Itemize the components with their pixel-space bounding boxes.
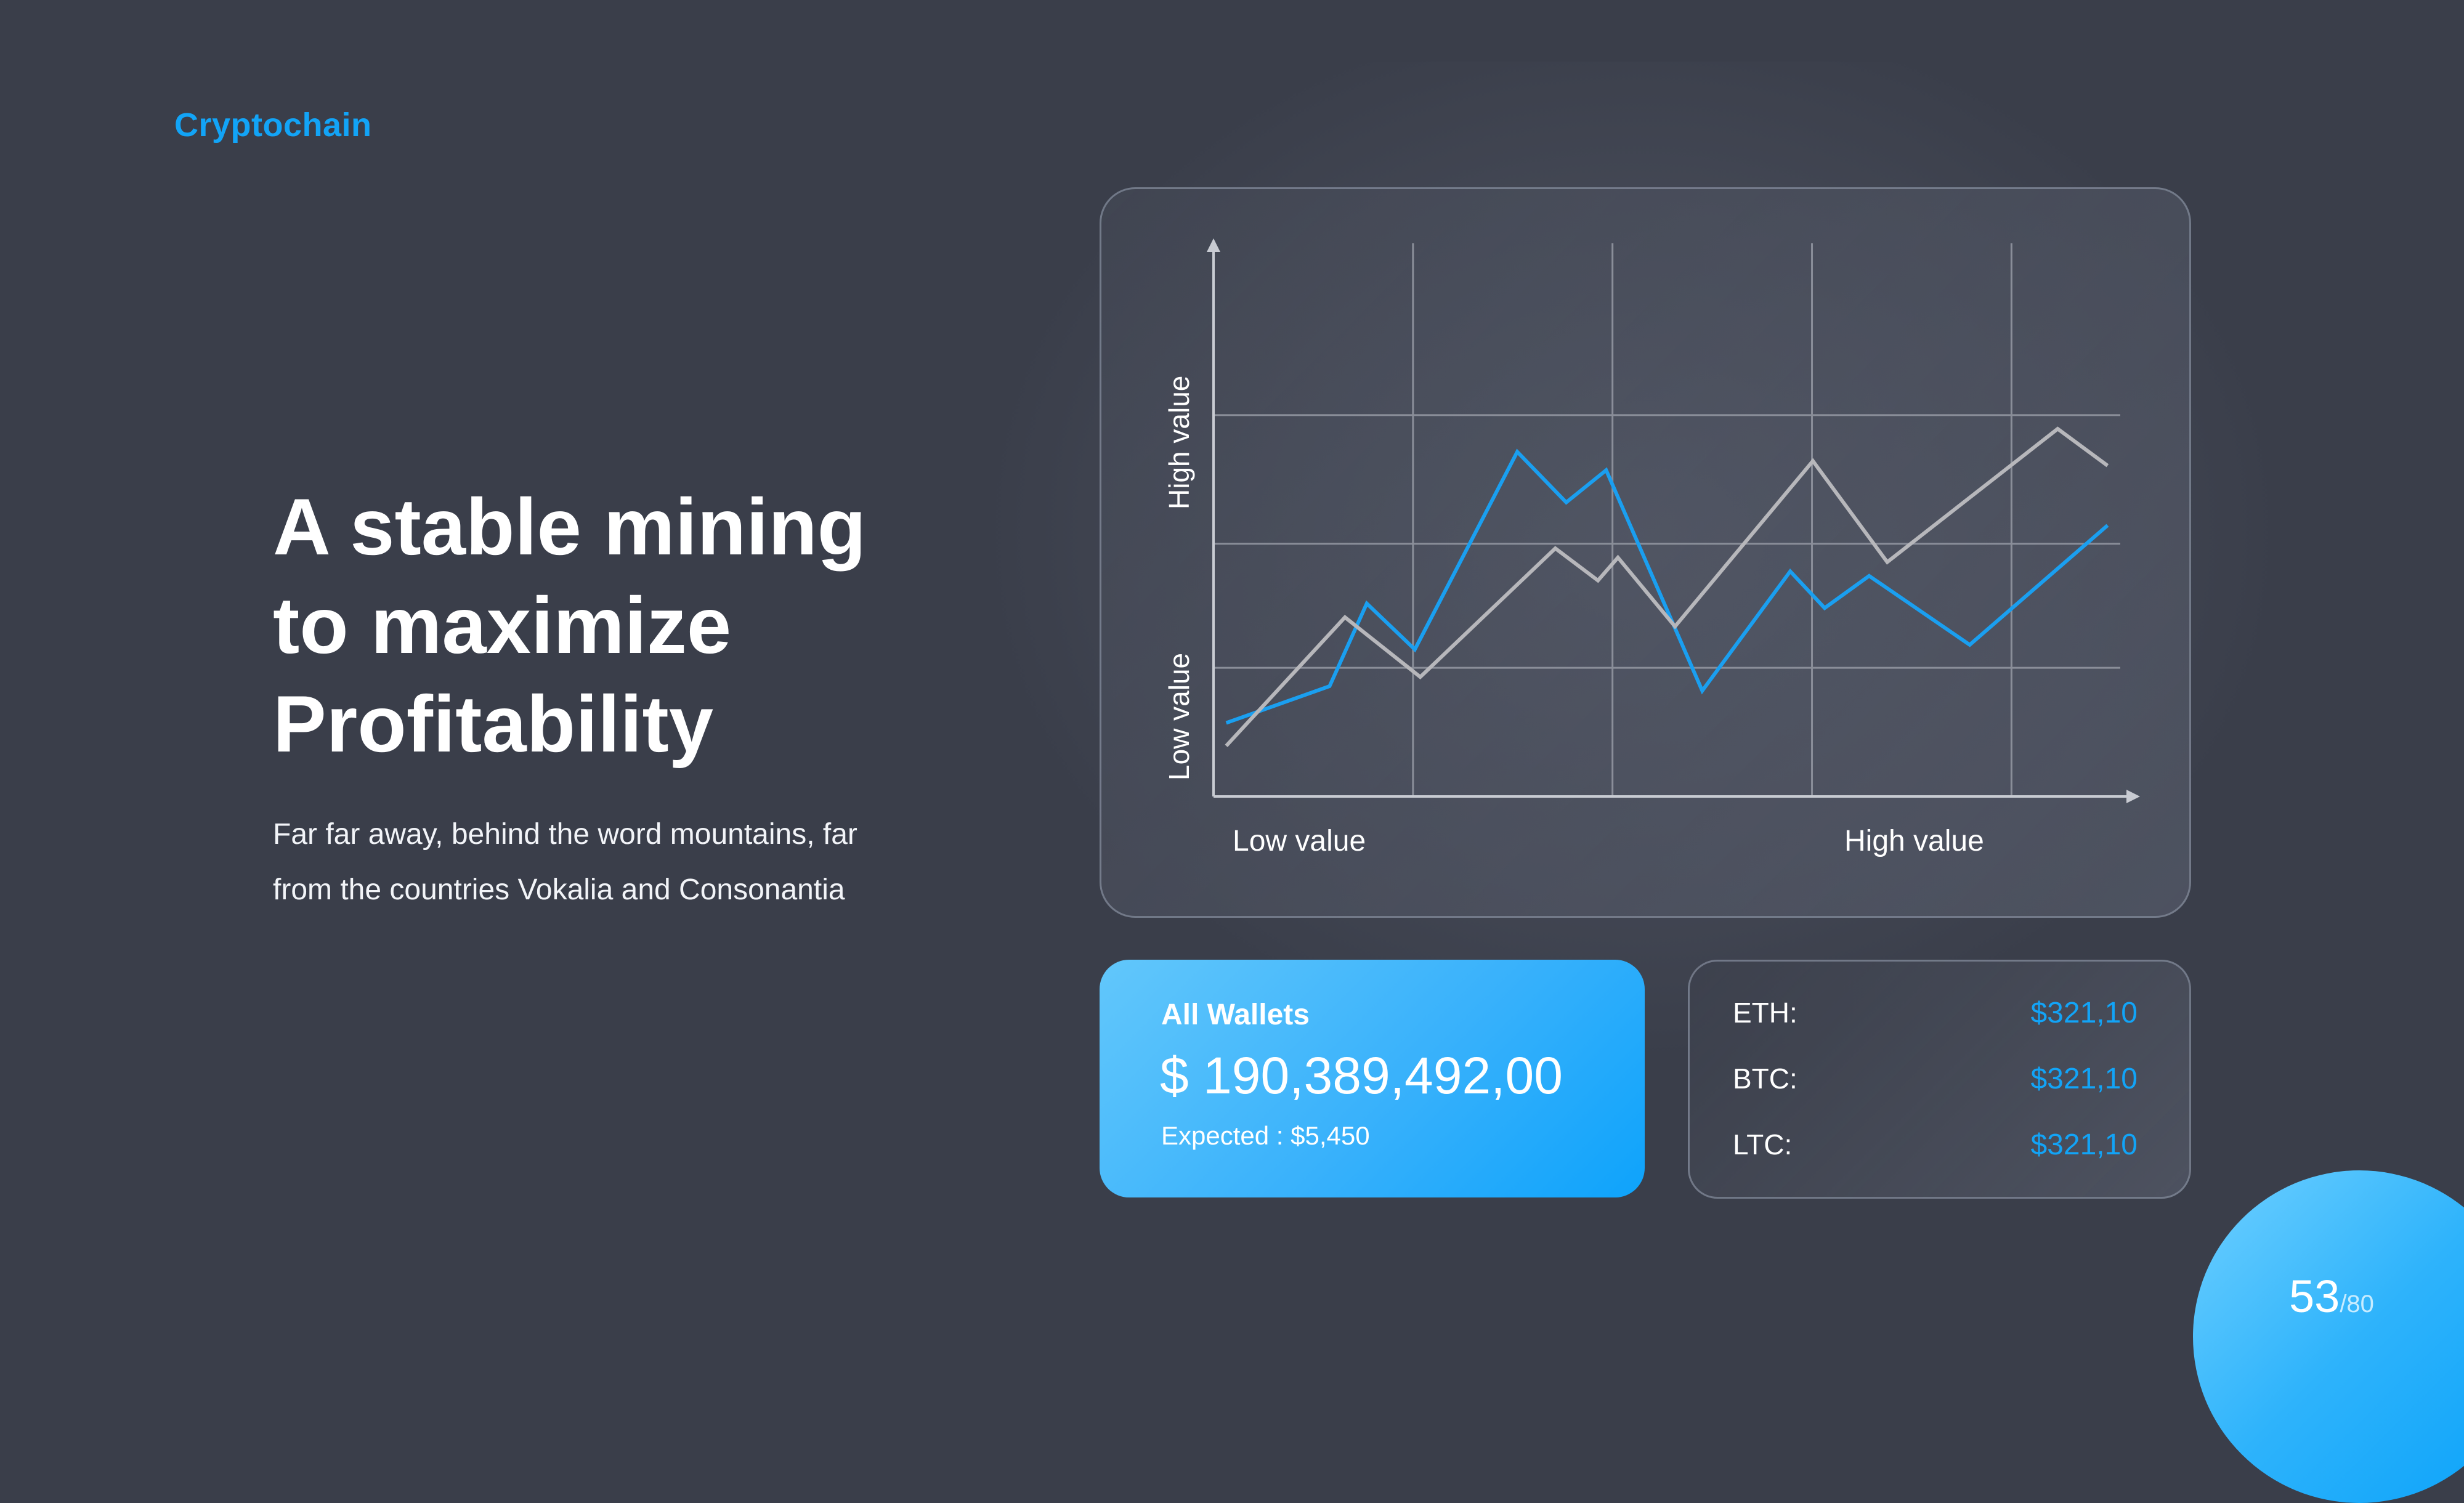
- wallet-amount: $ 190,389,492,00: [1160, 1047, 1563, 1104]
- y-axis-label-low: Low value: [1163, 653, 1195, 780]
- all-wallets-card: All Wallets $ 190,389,492,00 Expected : …: [1100, 960, 1645, 1197]
- line-chart: Low value High value Low value High valu…: [1163, 238, 2140, 857]
- corner-decoration-circle: [2193, 1170, 2464, 1503]
- wallet-expected: Expected : $5,450: [1161, 1121, 1370, 1150]
- headline-line-1: A stable mining: [273, 482, 867, 572]
- subtitle: Far far away, behind the word mountains,…: [273, 807, 981, 918]
- coin-label: LTC:: [1733, 1128, 1793, 1161]
- series-line-2: [1225, 426, 2109, 747]
- chart-card: Low value High value Low value High valu…: [1100, 187, 2191, 918]
- coin-price: $321,10: [2030, 1128, 2138, 1161]
- price-row-btc: BTC: $321,10: [1690, 1062, 2189, 1105]
- headline-line-3: Profitability: [273, 679, 714, 769]
- price-row-ltc: LTC: $321,10: [1690, 1128, 2189, 1171]
- x-axis-label-low: Low value: [1233, 825, 1366, 857]
- y-axis-arrow: [1207, 238, 1220, 252]
- x-axis-label-high: High value: [1844, 825, 1984, 857]
- coin-label: BTC:: [1733, 1063, 1797, 1095]
- series-line-1: [1225, 448, 2109, 725]
- chart-series: [1225, 426, 2109, 747]
- subtitle-line-1: Far far away, behind the word mountains,…: [273, 818, 857, 851]
- headline-line-2: to maximize: [273, 580, 732, 670]
- page-total: /80: [2340, 1290, 2374, 1318]
- coin-prices-card: ETH: $321,10 BTC: $321,10 LTC: $321,10: [1688, 960, 2191, 1199]
- coin-price: $321,10: [2030, 1063, 2138, 1095]
- x-axis-arrow: [2126, 790, 2140, 803]
- headline: A stable mining to maximize Profitabilit…: [273, 477, 1012, 773]
- wallet-title: All Wallets: [1161, 999, 1310, 1031]
- coin-label: ETH:: [1733, 997, 1797, 1029]
- page-current: 53: [2289, 1271, 2340, 1322]
- price-row-eth: ETH: $321,10: [1690, 996, 2189, 1039]
- chart-grid: [1214, 243, 2120, 796]
- y-axis-label-high: High value: [1163, 376, 1195, 509]
- page-number: 53/80: [2289, 1270, 2374, 1323]
- subtitle-line-2: from the countries Vokalia and Consonant…: [273, 873, 845, 906]
- brand-logo-text: Cryptochain: [174, 107, 372, 144]
- coin-price: $321,10: [2030, 997, 2138, 1029]
- chart-axes: [1207, 238, 2140, 803]
